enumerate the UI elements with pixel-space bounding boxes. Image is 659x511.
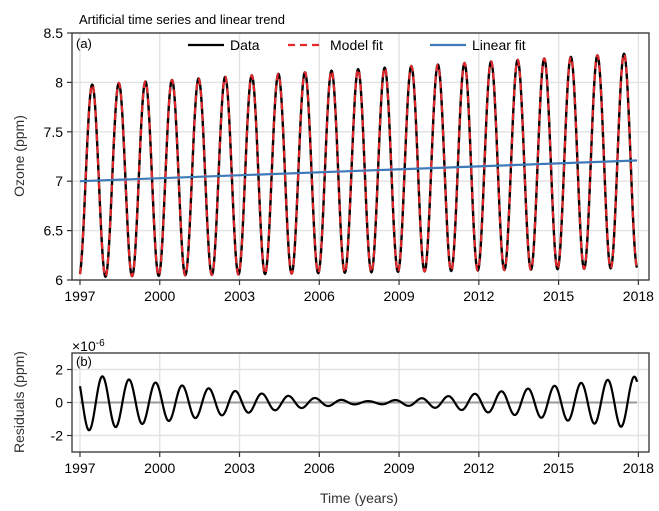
residual-line — [78, 375, 639, 432]
legend-data-label: Data — [230, 37, 260, 53]
panel-b-series — [78, 375, 639, 432]
panel-a-xtick-label: 2003 — [224, 288, 255, 304]
panel-a-ytick-label: 8.5 — [44, 25, 64, 41]
panel-a-grid — [72, 32, 649, 281]
panel-b-ylabel: Residuals (ppm) — [11, 351, 27, 453]
panel-b-scale-note: ×10-6 — [72, 338, 105, 354]
scale-note-exponent: -6 — [96, 338, 105, 349]
panel-a-frame — [71, 32, 650, 281]
panel-a-ytick-label: 7 — [55, 173, 63, 189]
panel-a: 1997 2000 2003 2006 2009 2012 2015 2018 6 6.5 7 7.5… — [11, 25, 654, 304]
panel-b-xtick-label: 2018 — [623, 460, 654, 476]
panel-a-xtick-label: 2018 — [623, 288, 654, 304]
legend-model-fit: Model fit — [288, 37, 383, 53]
panel-b-label: (b) — [76, 354, 92, 369]
panel-a-xtick-label: 1997 — [64, 288, 95, 304]
chart-a-title: Artificial time series and linear trend — [79, 12, 285, 27]
panel-b-xtick-label: 2009 — [383, 460, 414, 476]
panel-a-label: (a) — [76, 36, 92, 51]
panel-a-ytick-label: 8 — [55, 74, 63, 90]
series-data-line — [78, 52, 639, 279]
panel-a-ylabel: Ozone (ppm) — [11, 115, 27, 197]
panel-b-xtick-label: 2012 — [463, 460, 494, 476]
panel-b-ytick-label: 2 — [55, 362, 63, 378]
panel-b-ytick-label: 0 — [55, 395, 63, 411]
panel-b-xtick-label: 1997 — [64, 460, 95, 476]
panel-b-xtick-label: 2003 — [224, 460, 255, 476]
legend-model-fit-label: Model fit — [330, 37, 383, 53]
panel-a-ytick-label: 6 — [55, 272, 63, 288]
panel-a-xtick-label: 2009 — [383, 288, 414, 304]
panel-a-xtick-label: 2006 — [304, 288, 335, 304]
legend-data: Data — [188, 37, 260, 53]
panel-b-xtick-label: 2006 — [304, 460, 335, 476]
panel-b-xtick-label: 2015 — [543, 460, 574, 476]
scale-note-base: ×10 — [72, 338, 96, 354]
series-model-fit-line — [78, 52, 639, 278]
panel-b-xlabel: Time (years) — [320, 490, 398, 506]
panel-a-xtick-label: 2015 — [543, 288, 574, 304]
panel-b-xtick-label: 2000 — [144, 460, 175, 476]
panel-a-ytick-label: 7.5 — [44, 124, 64, 140]
panel-b-ticks: 1997 2000 2003 2006 2009 2012 2015 2018 -2 0 2 — [51, 362, 655, 477]
legend-linear-fit-label: Linear fit — [472, 37, 526, 53]
legend-linear-fit: Linear fit — [430, 37, 526, 53]
panel-b: ×10-6 1997 2000 2003 2006 2009 2012 2015 2018 -2… — [11, 338, 654, 506]
panel-a-xtick-label: 2012 — [463, 288, 494, 304]
panel-b-ytick-label: -2 — [51, 428, 64, 444]
series-linear-fit-line — [79, 159, 638, 183]
panel-a-ytick-label: 6.5 — [44, 223, 64, 239]
legend: Data Model fit Linear fit — [188, 37, 526, 53]
panel-a-ticks: 1997 2000 2003 2006 2009 2012 2015 2018 6 6.5 7 7.5… — [44, 25, 655, 304]
panel-a-xtick-label: 2000 — [144, 288, 175, 304]
panel-a-series — [78, 52, 639, 279]
